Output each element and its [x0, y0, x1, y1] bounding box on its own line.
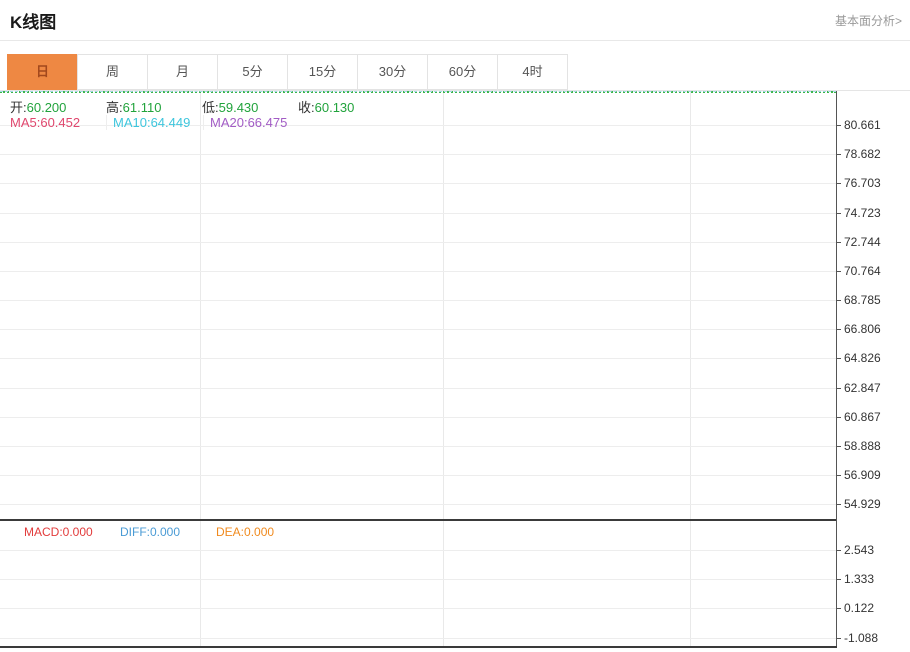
legend-item: MA10:64.449 [106, 115, 203, 130]
axis-tick [836, 270, 841, 272]
fundamental-analysis-link[interactable]: 基本面分析> [834, 14, 902, 28]
axis-tick [836, 329, 841, 331]
bottom-border [0, 646, 837, 648]
price-tick-label: 62.847 [844, 380, 881, 395]
legend-item: 开:60.200 [10, 100, 67, 115]
gridline [0, 637, 836, 639]
chart-area[interactable]: 开:60.200 高:61.110 低:59.430 收:60.130 MA5:60.… [0, 90, 910, 652]
legend-item: 收:60.130 [298, 100, 355, 115]
gridline [0, 270, 836, 272]
price-tick-label: 60.867 [844, 409, 881, 424]
legend-item: MACD:0.000 [24, 525, 93, 539]
axis-tick [836, 445, 841, 447]
macd-tick-label: 0.122 [844, 601, 875, 616]
axis-tick [836, 125, 841, 126]
ma-legend: MA5:60.452 MA10:64.449 MA20:66.475 [10, 115, 300, 130]
macd-zero-line [0, 91, 836, 92]
gridline [0, 154, 836, 156]
gridline [0, 212, 836, 214]
axis-tick [836, 637, 841, 639]
price-tick-label: 78.682 [844, 147, 881, 162]
axis-tick [836, 183, 841, 185]
price-tick-label: 74.723 [844, 205, 881, 220]
axis-tick [836, 608, 841, 610]
price-tick-label: 66.806 [844, 322, 881, 337]
tab-30分[interactable]: 30分 [357, 54, 428, 90]
axis-tick [836, 241, 841, 243]
gridline [0, 445, 836, 447]
axis-tick [836, 579, 841, 581]
axis-tick [836, 212, 841, 214]
price-tick-label: 54.929 [844, 497, 881, 512]
tab-5分[interactable]: 5分 [217, 54, 288, 90]
gridline [0, 329, 836, 331]
gridline [0, 387, 836, 389]
gridline [0, 579, 836, 581]
price-tick-label: 72.744 [844, 234, 881, 249]
gridline [0, 608, 836, 610]
gridline [0, 475, 836, 477]
tab-周[interactable]: 周 [77, 54, 148, 90]
legend-item: MA5:60.452 [10, 115, 81, 130]
price-tick-label: 68.785 [844, 293, 881, 308]
gridline [0, 241, 836, 243]
axis-tick [836, 387, 841, 389]
legend-item: 低:59.430 [202, 100, 259, 115]
macd-tick-label: 2.543 [844, 543, 875, 557]
gridline [0, 183, 836, 185]
indicator-lines [0, 91, 910, 652]
macd-tick-label: -1.088 [844, 630, 879, 645]
gridline [0, 550, 836, 551]
tab-60分[interactable]: 60分 [427, 54, 498, 90]
current-price-badge: 60.130 [844, 93, 884, 108]
axis-tick [836, 358, 841, 360]
axis-tick [836, 154, 841, 156]
axis-tick [836, 300, 841, 302]
price-tick-label: 64.826 [844, 351, 881, 366]
price-tick-label: 80.661 [844, 118, 881, 132]
macd-legend: MACD:0.000 DIFF:0.000 DEA:0.000 [24, 525, 312, 539]
legend-item: DEA:0.000 [216, 525, 275, 539]
price-tick-label: 56.909 [844, 468, 881, 483]
gridline [0, 416, 836, 418]
tab-4时[interactable]: 4时 [497, 54, 568, 90]
gridline [0, 358, 836, 360]
tab-日[interactable]: 日 [7, 54, 78, 90]
legend-item: MA20:66.475 [203, 115, 300, 130]
interval-tabs: 日周月 5分 15分 30分 60分 4时 [7, 54, 568, 90]
price-tick-label: 70.764 [844, 263, 881, 278]
gridline [0, 125, 836, 126]
header: K线图 基本面分析> [0, 0, 910, 41]
axis-tick [836, 504, 841, 506]
vertical-gridline [443, 91, 444, 646]
ohlc-legend: 开:60.200 高:61.110 低:59.430 收:60.130 [10, 97, 394, 116]
vertical-gridline [200, 91, 201, 646]
macd-tick-label: 1.333 [844, 572, 875, 587]
tab-月[interactable]: 月 [147, 54, 218, 90]
page-title: K线图 [10, 13, 57, 32]
tab-15分[interactable]: 15分 [287, 54, 358, 90]
gridline [0, 300, 836, 302]
axis-tick [836, 550, 841, 551]
price-tick-label: 76.703 [844, 176, 881, 191]
gridline [0, 504, 836, 506]
price-tick-label: 58.888 [844, 438, 881, 453]
axis-tick [836, 416, 841, 418]
vertical-gridline [690, 91, 691, 646]
panel-separator [0, 519, 837, 521]
price-axis-line [836, 91, 837, 647]
legend-item: DIFF:0.000 [120, 525, 181, 539]
legend-item: 高:61.110 [106, 100, 162, 115]
current-price-line [0, 91, 836, 93]
axis-tick [836, 475, 841, 477]
